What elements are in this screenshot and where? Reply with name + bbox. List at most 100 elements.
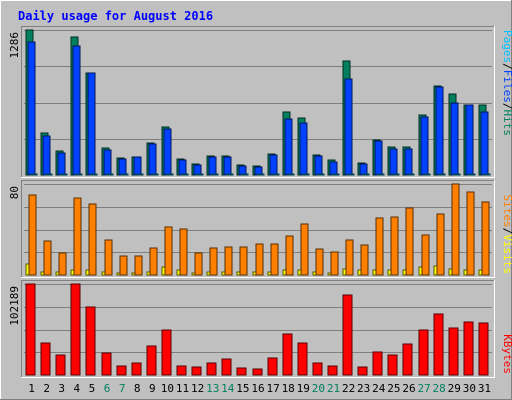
bar-pages-day-8 bbox=[135, 173, 144, 176]
bar-kbytes-day-7 bbox=[116, 365, 127, 376]
bar-pages-day-17 bbox=[271, 173, 280, 176]
bar-sites-day-30 bbox=[466, 191, 475, 276]
bar-pages-day-2 bbox=[44, 173, 53, 176]
axis-max-label: 1286 bbox=[8, 32, 21, 59]
bar-files-day-22 bbox=[344, 78, 353, 176]
bar-sites-day-20 bbox=[315, 248, 324, 276]
bar-sites-day-9 bbox=[149, 247, 158, 276]
bar-pages-day-6 bbox=[105, 173, 114, 176]
bar-files-day-8 bbox=[133, 156, 142, 176]
bar-kbytes-day-22 bbox=[342, 294, 353, 376]
bar-kbytes-day-2 bbox=[40, 342, 51, 376]
legend-entry: / bbox=[501, 228, 512, 235]
day-label-22: 22 bbox=[342, 382, 355, 395]
legend-visits_sites: Sites/Visits bbox=[501, 195, 512, 275]
bar-files-day-10 bbox=[163, 128, 172, 176]
bar-pages-day-13 bbox=[210, 173, 219, 176]
bar-sites-day-11 bbox=[179, 228, 188, 276]
bar-sites-day-17 bbox=[270, 243, 279, 276]
bar-pages-day-27 bbox=[422, 173, 431, 176]
bar-sites-day-24 bbox=[375, 217, 384, 276]
bar-files-day-6 bbox=[103, 149, 112, 176]
panel-kbytes bbox=[21, 280, 495, 378]
legend-entry: Pages bbox=[501, 30, 512, 63]
day-label-4: 4 bbox=[74, 382, 81, 395]
day-label-29: 29 bbox=[448, 382, 461, 395]
bar-sites-day-2 bbox=[43, 240, 52, 276]
bar-pages-day-5 bbox=[89, 173, 98, 176]
bar-kbytes-day-15 bbox=[236, 367, 247, 376]
day-label-2: 2 bbox=[43, 382, 50, 395]
day-label-16: 16 bbox=[251, 382, 264, 395]
bar-sites-day-4 bbox=[73, 197, 82, 276]
axis-labels: 1286 80 102189 bbox=[8, 32, 21, 326]
bar-pages-day-1 bbox=[29, 173, 38, 176]
bar-pages-day-24 bbox=[376, 173, 385, 176]
bar-kbytes-day-11 bbox=[176, 365, 187, 376]
bar-kbytes-day-25 bbox=[387, 354, 398, 376]
bar-kbytes-day-12 bbox=[191, 366, 202, 376]
bar-files-day-9 bbox=[148, 143, 157, 176]
legend-entry: KBytes bbox=[501, 334, 512, 374]
bar-sites-day-1 bbox=[28, 194, 37, 276]
bar-files-day-19 bbox=[299, 122, 308, 176]
bar-kbytes-day-8 bbox=[131, 362, 142, 376]
bar-kbytes-day-16 bbox=[252, 368, 263, 376]
bar-kbytes-day-30 bbox=[463, 321, 474, 376]
bar-kbytes-day-9 bbox=[146, 345, 157, 376]
bar-kbytes-day-26 bbox=[402, 343, 413, 376]
bar-sites-day-5 bbox=[88, 203, 97, 276]
bar-pages-day-14 bbox=[225, 173, 234, 176]
legend-hits_files_pages: Pages/Files/Hits bbox=[501, 30, 512, 136]
bar-files-day-26 bbox=[404, 148, 413, 176]
day-label-12: 12 bbox=[191, 382, 204, 395]
bar-files-day-4 bbox=[72, 45, 81, 176]
bar-pages-day-26 bbox=[406, 173, 415, 176]
chart-title: Daily usage for August 2016 bbox=[18, 9, 213, 23]
day-label-21: 21 bbox=[327, 382, 340, 395]
day-label-14: 14 bbox=[221, 382, 235, 395]
day-label-24: 24 bbox=[372, 382, 386, 395]
bar-kbytes-day-24 bbox=[372, 351, 383, 376]
bar-files-day-11 bbox=[178, 159, 187, 176]
day-label-26: 26 bbox=[402, 382, 415, 395]
bar-files-day-23 bbox=[359, 163, 368, 176]
bar-files-day-28 bbox=[435, 86, 444, 176]
bar-kbytes-day-31 bbox=[478, 322, 489, 376]
bar-kbytes-day-23 bbox=[357, 366, 368, 376]
bar-pages-day-10 bbox=[165, 173, 174, 176]
bar-pages-day-3 bbox=[59, 173, 68, 176]
bar-pages-day-31 bbox=[482, 173, 491, 176]
bar-files-day-18 bbox=[284, 118, 293, 176]
axis-max-label: 102189 bbox=[8, 286, 21, 326]
bar-sites-day-8 bbox=[134, 255, 143, 276]
bar-sites-day-28 bbox=[436, 213, 445, 276]
bar-sites-day-3 bbox=[58, 252, 67, 276]
legend-kbytes: KBytes bbox=[501, 334, 512, 374]
bar-pages-day-9 bbox=[150, 173, 159, 176]
bar-files-day-5 bbox=[87, 72, 96, 176]
bar-pages-day-28 bbox=[437, 173, 446, 176]
day-label-8: 8 bbox=[134, 382, 141, 395]
day-label-17: 17 bbox=[266, 382, 279, 395]
bar-kbytes-day-18 bbox=[282, 333, 293, 376]
bar-files-day-25 bbox=[389, 148, 398, 176]
bar-files-day-30 bbox=[465, 104, 474, 176]
bar-kbytes-day-19 bbox=[297, 342, 308, 376]
legend-entry: Files bbox=[501, 70, 512, 103]
day-label-20: 20 bbox=[312, 382, 325, 395]
day-label-27: 27 bbox=[417, 382, 430, 395]
bar-files-day-24 bbox=[374, 140, 383, 176]
legend-entry: / bbox=[501, 63, 512, 70]
bar-files-day-31 bbox=[480, 111, 489, 176]
bar-pages-day-23 bbox=[361, 173, 370, 176]
bar-kbytes-day-6 bbox=[101, 352, 112, 376]
bar-sites-day-21 bbox=[330, 251, 339, 276]
bar-files-day-29 bbox=[450, 102, 459, 176]
day-label-23: 23 bbox=[357, 382, 370, 395]
day-label-1: 1 bbox=[28, 382, 35, 395]
bar-kbytes-day-27 bbox=[418, 329, 429, 376]
day-label-15: 15 bbox=[236, 382, 249, 395]
panel-hits_files_pages bbox=[21, 26, 495, 178]
